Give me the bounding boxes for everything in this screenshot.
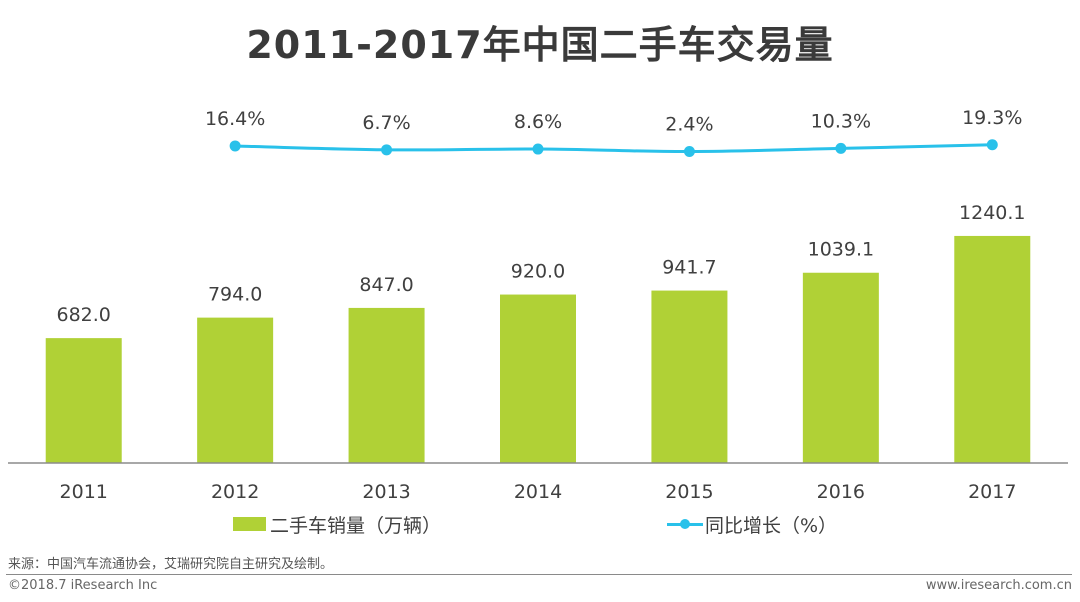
growth-point-2015 <box>683 146 695 158</box>
x-tick-label-2013: 2013 <box>362 481 410 503</box>
growth-point-2017 <box>986 139 998 151</box>
legend-sales-label: 二手车销量（万辆） <box>270 514 442 537</box>
legend-growth-label: 同比增长（%） <box>705 514 838 537</box>
bar-2013 <box>348 307 425 463</box>
growth-line-series: 16.4% 6.7% 8.6% 2.4% 10.3% 19.3% <box>205 107 1022 158</box>
growth-label-2013: 6.7% <box>362 112 410 134</box>
bar-2011 <box>45 338 122 463</box>
growth-point-2012 <box>229 140 241 152</box>
bar-value-label-2012: 794.0 <box>208 284 262 306</box>
x-tick-label-2015: 2015 <box>665 481 713 503</box>
bar-value-label-2013: 847.0 <box>359 274 413 296</box>
source-note: 来源：中国汽车流通协会，艾瑞研究院自主研究及绘制。 <box>8 557 334 572</box>
bar-series <box>45 235 1031 463</box>
legend-item-growth: 同比增长（%） <box>667 511 837 537</box>
chart-canvas: 682.0 794.0 847.0 920.0 941.7 1039.1 1240.1 16… <box>8 107 1068 503</box>
legend-item-sales: 二手车销量（万辆） <box>233 511 441 537</box>
bar-value-label-2014: 920.0 <box>511 261 565 283</box>
legend-line-swatch <box>667 517 703 531</box>
growth-line-path <box>235 143 993 154</box>
growth-point-2013 <box>381 144 393 156</box>
footer-divider <box>6 574 1072 575</box>
x-tick-label-2014: 2014 <box>514 481 562 503</box>
legend-bar-swatch <box>233 517 266 531</box>
x-tick-label-2016: 2016 <box>817 481 865 503</box>
copyright-text: ©2018.7 iResearch Inc <box>8 578 158 593</box>
growth-point-2014 <box>532 143 544 155</box>
growth-label-2017: 19.3% <box>962 107 1022 129</box>
x-tick-label-2011: 2011 <box>60 481 108 503</box>
growth-label-2016: 10.3% <box>811 110 871 132</box>
bar-value-label-2017: 1240.1 <box>959 202 1025 224</box>
x-tick-label-2017: 2017 <box>968 481 1016 503</box>
growth-label-2012: 16.4% <box>205 108 265 130</box>
x-tick-label-2012: 2012 <box>211 481 259 503</box>
growth-label-2014: 8.6% <box>514 111 562 133</box>
website-link: www.iresearch.com.cn <box>925 578 1072 593</box>
bar-2014 <box>500 294 576 463</box>
bar-2015 <box>651 290 728 463</box>
bar-value-labels: 682.0 794.0 847.0 920.0 941.7 1039.1 1240.1 <box>57 202 1026 326</box>
growth-point-2016 <box>835 142 847 154</box>
bar-2016 <box>802 272 879 463</box>
bar-value-label-2015: 941.7 <box>662 257 716 279</box>
bar-2012 <box>197 317 274 463</box>
bar-2017 <box>954 235 1031 463</box>
bar-value-label-2016: 1039.1 <box>808 239 874 261</box>
x-axis: 2011 2012 2013 2014 2015 2016 2017 <box>8 462 1068 503</box>
bar-value-label-2011: 682.0 <box>57 304 111 326</box>
growth-label-2015: 2.4% <box>665 114 713 136</box>
chart-title: 2011-2017年中国二手车交易量 <box>246 23 834 67</box>
